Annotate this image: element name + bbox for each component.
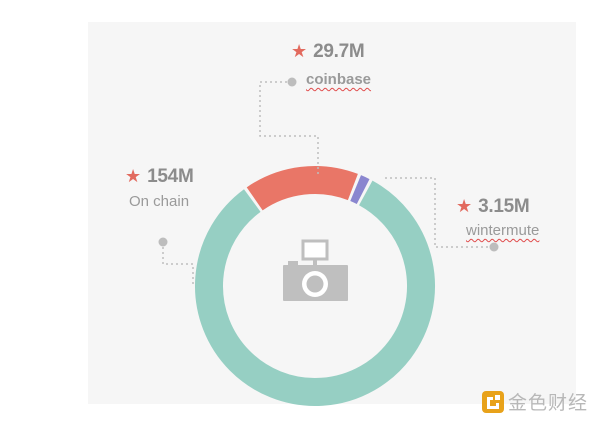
label-on-chain: On chain <box>129 193 190 210</box>
label-on-chain-value: ★ 154M <box>125 166 194 188</box>
watermark: 金色财经 <box>482 388 588 415</box>
leader-dot-on-chain <box>158 237 168 247</box>
label-wintermute-value: ★ 3.15M <box>456 196 530 218</box>
leader-line-wintermute <box>385 177 494 248</box>
leader-line-coinbase <box>259 81 319 176</box>
label-wintermute: wintermute <box>466 222 540 239</box>
star-icon: ★ <box>456 196 473 216</box>
slice-coinbase <box>246 166 358 211</box>
leader-dot-wintermute <box>489 242 499 252</box>
slice-wintermute <box>350 175 370 205</box>
star-icon: ★ <box>125 166 142 186</box>
camera-icon <box>283 239 348 301</box>
label-coinbase-value: ★ 29.7M <box>291 41 365 63</box>
leader-dot-coinbase <box>287 77 297 87</box>
jinse-logo-icon <box>482 390 504 413</box>
value-text: 3.15M <box>478 196 530 217</box>
watermark-text: 金色财经 <box>508 392 589 414</box>
leader-line-on-chain <box>162 242 194 286</box>
donut-slices <box>195 166 435 406</box>
star-icon: ★ <box>291 41 308 61</box>
value-text: 154M <box>147 166 194 187</box>
label-coinbase: coinbase <box>306 71 372 88</box>
value-text: 29.7M <box>313 41 365 62</box>
slice-on-chain <box>195 180 435 406</box>
chart-panel <box>88 22 576 404</box>
